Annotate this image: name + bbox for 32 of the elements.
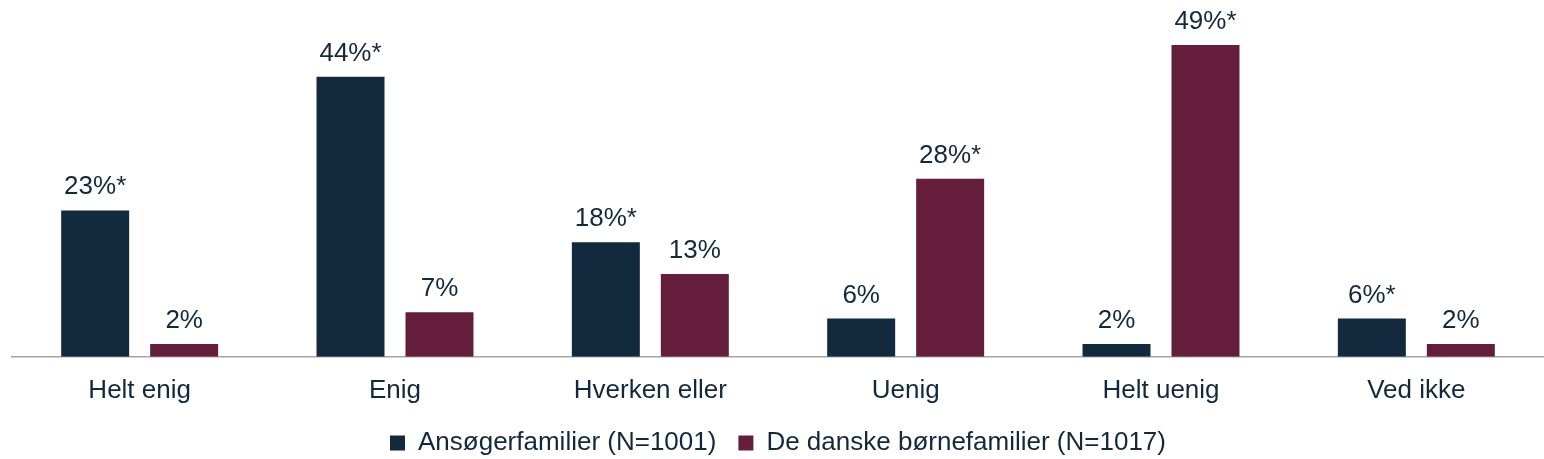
bar [316, 76, 385, 357]
bar [61, 210, 130, 357]
data-label: 6%* [1347, 278, 1396, 309]
x-tick-label: Helt uenig [1102, 373, 1220, 404]
data-label: 44%* [319, 36, 382, 67]
data-label: 49%* [1174, 5, 1237, 35]
x-tick-label: Hverken eller [573, 373, 728, 404]
bar [827, 318, 896, 357]
data-label: 2% [1442, 304, 1480, 335]
legend-label: Ansøgerfamilier (N=1001) [418, 426, 717, 457]
bar [150, 344, 219, 357]
x-tick-label: Helt enig [88, 373, 191, 404]
data-label: 13% [668, 234, 721, 265]
x-tick-label: Uenig [871, 373, 940, 404]
data-label: 6% [842, 278, 880, 309]
x-tick-label: Ved ikke [1367, 373, 1466, 404]
data-label: 23%* [64, 170, 127, 201]
bar [1337, 318, 1406, 357]
bar [405, 312, 474, 357]
data-label: 2% [165, 304, 203, 335]
data-label: 2% [1097, 304, 1136, 335]
data-label: 7% [420, 272, 459, 303]
legend-label: De danske børnefamilier (N=1017) [766, 426, 1166, 457]
data-label: 28%* [919, 138, 982, 169]
bar [1171, 45, 1240, 357]
bar [1426, 344, 1495, 357]
bar [571, 242, 640, 357]
data-label: 18%* [574, 202, 637, 233]
bar [916, 178, 985, 357]
bar [1082, 344, 1151, 357]
x-tick-label: Enig [368, 373, 422, 404]
bar [660, 274, 729, 357]
